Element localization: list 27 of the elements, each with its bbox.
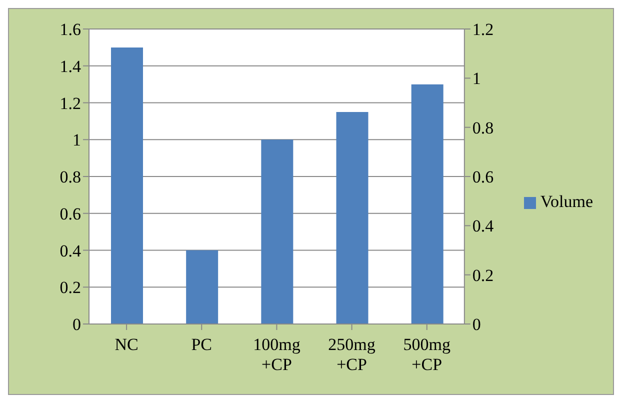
y2-tick-label: 0.6 [472, 168, 494, 187]
y-tick-label: 0 [72, 315, 81, 334]
y-tick-label: 1 [72, 130, 81, 150]
legend-label: Volume [540, 192, 593, 210]
y2-tick-label: 0.2 [472, 266, 494, 285]
x-tick-label: 500mg +CP [403, 335, 451, 374]
y-tick-label: 1.6 [60, 20, 81, 40]
x-tick-label: 100mg +CP [253, 335, 301, 374]
bar [186, 250, 218, 324]
y-tick-label: 0.2 [60, 278, 81, 298]
x-tick-label: 250mg +CP [328, 335, 376, 374]
y-tick-label: 0.8 [60, 168, 81, 187]
y-tick-label: 1.2 [60, 94, 81, 113]
y-tick-label: 0.6 [60, 204, 81, 224]
y2-tick-label: 0 [472, 315, 481, 334]
bar [111, 47, 143, 324]
y2-tick-label: 1 [472, 69, 481, 88]
y2-tick-label: 1.2 [472, 20, 494, 40]
bar [411, 84, 444, 324]
x-tick-label: NC [114, 335, 138, 354]
bar [336, 112, 368, 324]
x-tick-label: PC [191, 335, 212, 354]
y-tick-label: 1.4 [60, 56, 82, 76]
y2-tick-label: 0.4 [472, 216, 494, 236]
y2-tick-label: 0.8 [472, 118, 494, 138]
bar [261, 140, 294, 324]
y-tick-label: 0.4 [60, 241, 82, 260]
